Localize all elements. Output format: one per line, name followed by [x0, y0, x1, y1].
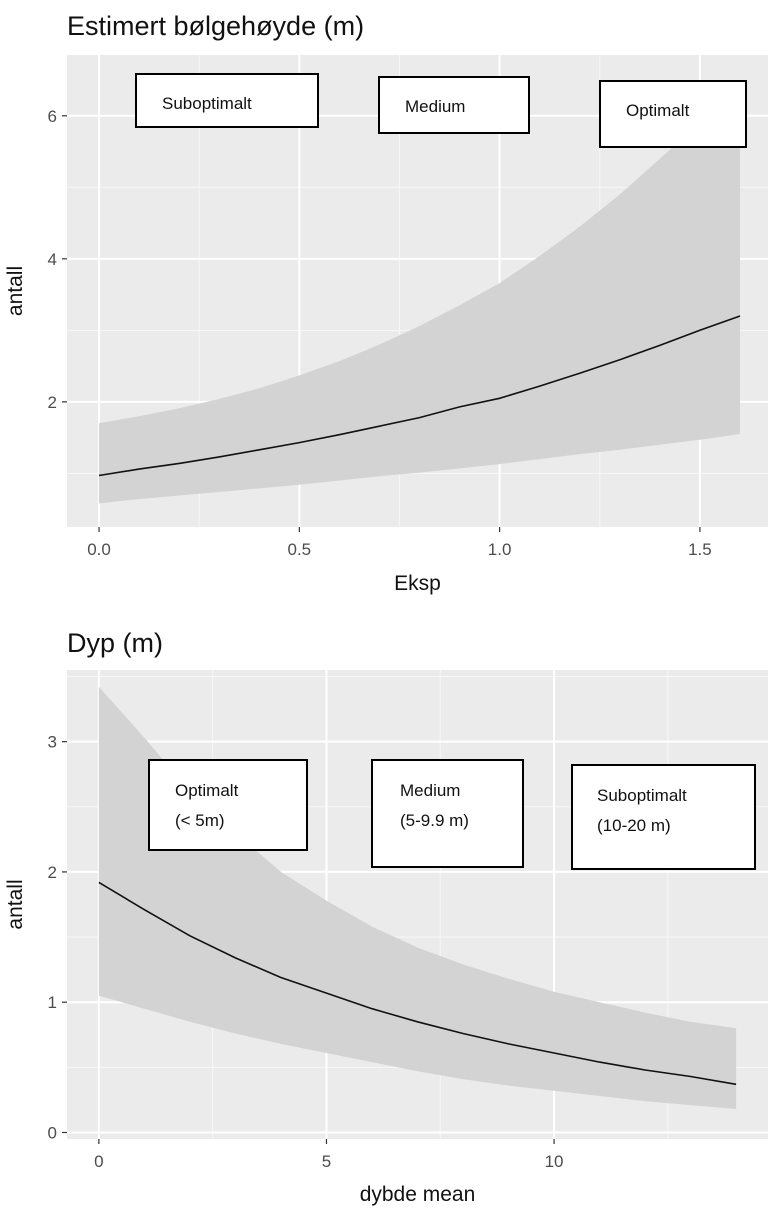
annotation-frame	[571, 764, 756, 870]
annotation-text: Optimalt	[175, 781, 239, 800]
y-tick-label: 3	[48, 733, 57, 752]
annotation-frame	[371, 759, 524, 868]
annotation-box: Suboptimalt	[135, 73, 319, 128]
annotation-text: Medium	[400, 781, 460, 800]
chart-2: Optimalt (< 5m) Medium (5-9.9 m) Suboptimalt…	[4, 628, 768, 1206]
annotation-frame	[378, 76, 530, 134]
y-tick-label: 6	[48, 107, 57, 126]
estimate-line	[98, 881, 737, 1086]
x-axis-label: dybde mean	[360, 1183, 476, 1206]
x-tick-label: 5	[322, 1152, 331, 1171]
annotation-text: (5-9.9 m)	[400, 811, 469, 830]
confidence-band	[99, 94, 740, 504]
y-tick-label: 4	[48, 250, 57, 269]
annotation-text: (< 5m)	[175, 811, 225, 830]
x-axis-label: Eksp	[394, 572, 441, 595]
chart-1: Suboptimalt Medium Optimalt 0.0 0.5 1.0 1.5 2 4 6…	[4, 11, 768, 595]
x-tick-label: 1.0	[488, 540, 512, 559]
y-axis-label: antall	[4, 879, 27, 929]
confidence-band	[98, 686, 737, 1109]
x-tick-label: 0	[94, 1152, 103, 1171]
y-axis-label: antall	[4, 266, 27, 316]
annotation-box: Medium	[378, 76, 530, 134]
y-tick-label: 1	[48, 993, 57, 1012]
annotation-box: Optimalt (< 5m)	[148, 759, 308, 851]
x-tick-label: 10	[545, 1152, 564, 1171]
y-tick-label: 2	[48, 863, 57, 882]
annotation-box: Suboptimalt (10-20 m)	[571, 764, 756, 870]
annotation-text: Optimalt	[626, 101, 690, 120]
chart-title: Dyp (m)	[67, 628, 163, 658]
annotation-frame	[599, 80, 747, 148]
annotation-frame	[135, 73, 319, 128]
annotation-frame	[148, 759, 308, 851]
annotation-box: Medium (5-9.9 m)	[371, 759, 524, 868]
x-tick-label: 0.0	[87, 540, 111, 559]
y-tick-label: 0	[48, 1123, 57, 1142]
y-tick-label: 2	[48, 393, 57, 412]
annotation-text: Medium	[405, 97, 465, 116]
annotation-text: Suboptimalt	[162, 94, 252, 113]
chart-title: Estimert bølgehøyde (m)	[67, 11, 364, 41]
annotation-text: (10-20 m)	[597, 816, 671, 835]
x-tick-label: 1.5	[688, 540, 712, 559]
estimate-line	[98, 315, 741, 477]
annotation-text: Suboptimalt	[597, 786, 687, 805]
annotation-box: Optimalt	[599, 80, 747, 148]
x-tick-label: 0.5	[288, 540, 312, 559]
